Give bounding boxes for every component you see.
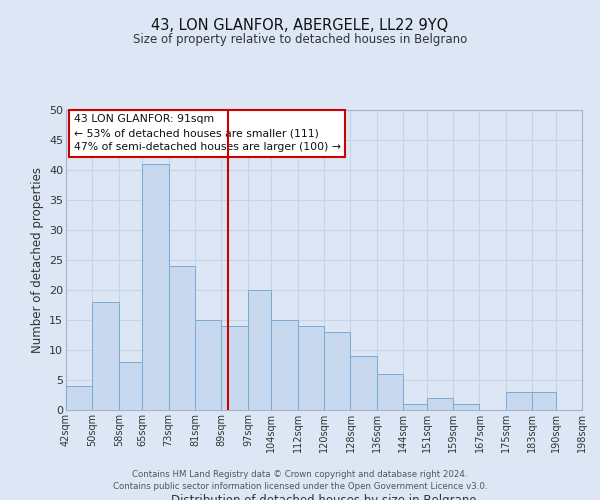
Bar — [221, 326, 248, 410]
Text: Size of property relative to detached houses in Belgrano: Size of property relative to detached ho… — [133, 32, 467, 46]
Y-axis label: Number of detached properties: Number of detached properties — [31, 167, 44, 353]
Text: 43, LON GLANFOR, ABERGELE, LL22 9YQ: 43, LON GLANFOR, ABERGELE, LL22 9YQ — [151, 18, 449, 32]
Bar — [403, 404, 427, 410]
Text: Contains public sector information licensed under the Open Government Licence v3: Contains public sector information licen… — [113, 482, 487, 491]
Bar — [298, 326, 324, 410]
Bar — [92, 302, 119, 410]
Bar — [66, 386, 92, 410]
Text: 43 LON GLANFOR: 91sqm
← 53% of detached houses are smaller (111)
47% of semi-det: 43 LON GLANFOR: 91sqm ← 53% of detached … — [74, 114, 341, 152]
Bar — [248, 290, 271, 410]
X-axis label: Distribution of detached houses by size in Belgrano: Distribution of detached houses by size … — [171, 494, 477, 500]
Bar — [169, 266, 195, 410]
Bar — [195, 320, 221, 410]
Text: Contains HM Land Registry data © Crown copyright and database right 2024.: Contains HM Land Registry data © Crown c… — [132, 470, 468, 479]
Bar — [271, 320, 298, 410]
Bar — [453, 404, 479, 410]
Bar — [142, 164, 169, 410]
Bar — [350, 356, 377, 410]
Bar — [377, 374, 403, 410]
Bar — [532, 392, 556, 410]
Bar — [427, 398, 453, 410]
Bar — [119, 362, 142, 410]
Bar — [324, 332, 350, 410]
Bar — [506, 392, 532, 410]
